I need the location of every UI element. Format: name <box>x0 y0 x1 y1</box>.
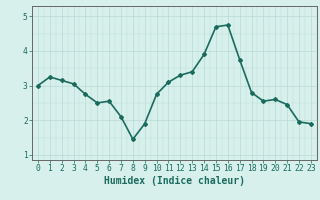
X-axis label: Humidex (Indice chaleur): Humidex (Indice chaleur) <box>104 176 245 186</box>
